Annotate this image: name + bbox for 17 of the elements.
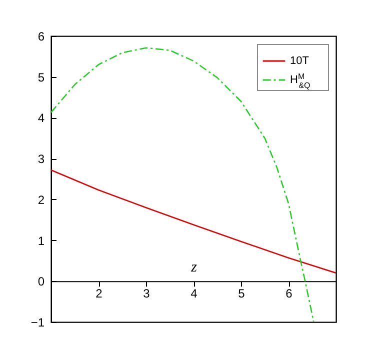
line-series [51, 47, 314, 322]
x-tick-label: 3 [143, 286, 150, 301]
y-tick-label: 6 [38, 30, 45, 44]
y-tick-label: 2 [38, 192, 45, 207]
line-series [51, 169, 336, 274]
x-tick-label: 6 [286, 286, 293, 301]
x-tick-label: 4 [190, 286, 198, 301]
y-tick-label: 4 [38, 111, 45, 126]
y-tick-label: 3 [38, 152, 45, 166]
x-tick-label: 5 [238, 286, 246, 301]
y-tick-label: 1 [38, 234, 45, 248]
y-tick-label: −1 [30, 316, 45, 330]
y-tick-label: 5 [38, 70, 45, 84]
x-axis-title: z [190, 260, 198, 276]
legend-label: 10T [290, 55, 310, 67]
y-tick-label: 0 [38, 274, 45, 289]
x-tick-label: 2 [96, 286, 103, 301]
